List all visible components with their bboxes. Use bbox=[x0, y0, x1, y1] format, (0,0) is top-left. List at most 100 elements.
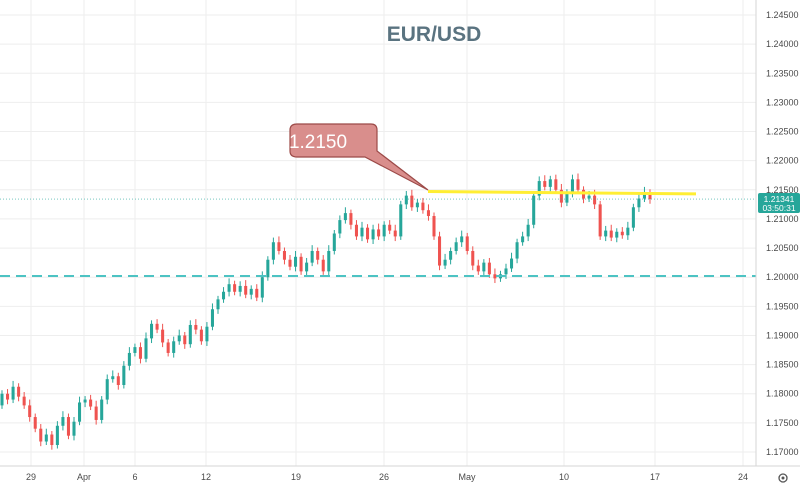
candle-body bbox=[161, 329, 165, 343]
y-tick-label: 1.23500 bbox=[766, 68, 799, 78]
y-tick-label: 1.22000 bbox=[766, 156, 799, 166]
candle-body bbox=[576, 179, 580, 190]
candle-body bbox=[177, 335, 181, 342]
candle-body bbox=[271, 242, 275, 260]
candle-body bbox=[183, 335, 187, 345]
candle-body bbox=[127, 352, 131, 366]
current-price-label: 1.21341 bbox=[764, 194, 795, 204]
x-tick-label: 26 bbox=[379, 472, 389, 482]
candle-body bbox=[626, 227, 630, 236]
candle-body bbox=[399, 204, 403, 237]
candle-body bbox=[515, 242, 519, 259]
candle-body bbox=[216, 299, 220, 310]
y-tick-label: 1.19500 bbox=[766, 301, 799, 311]
candle-body bbox=[476, 265, 480, 272]
candle-body bbox=[11, 386, 15, 400]
candle-body bbox=[6, 393, 10, 400]
candle-body bbox=[338, 220, 342, 234]
level-lines bbox=[0, 190, 756, 278]
candle-body bbox=[266, 259, 270, 278]
candle-body bbox=[28, 405, 32, 418]
candle-body bbox=[116, 376, 120, 385]
grid bbox=[0, 0, 756, 466]
y-tick-label: 1.21500 bbox=[766, 185, 799, 195]
y-tick-label: 1.17500 bbox=[766, 418, 799, 428]
candle-body bbox=[188, 324, 192, 345]
candle-body bbox=[548, 179, 552, 187]
y-tick-label: 1.22500 bbox=[766, 127, 799, 137]
candle-body bbox=[393, 230, 397, 237]
y-tick-label: 1.17000 bbox=[766, 447, 799, 457]
candle-body bbox=[277, 242, 281, 251]
candle-body bbox=[648, 192, 652, 200]
candle-body bbox=[349, 213, 353, 225]
candle-body bbox=[22, 396, 26, 406]
candle-body bbox=[33, 417, 37, 429]
y-tick-label: 1.21000 bbox=[766, 214, 799, 224]
y-tick-label: 1.23000 bbox=[766, 97, 799, 107]
settings-gear-icon[interactable] bbox=[778, 473, 788, 483]
candle-body bbox=[138, 347, 142, 359]
candle-body bbox=[631, 207, 635, 228]
candle-body bbox=[305, 262, 309, 272]
candle-body bbox=[460, 236, 464, 243]
candle-body bbox=[294, 256, 298, 267]
candle-body bbox=[105, 379, 109, 400]
candle-body bbox=[299, 256, 303, 272]
candle-body bbox=[61, 417, 65, 426]
candle-body bbox=[144, 338, 148, 359]
resistance-line[interactable] bbox=[427, 190, 697, 196]
candle-body bbox=[598, 204, 602, 237]
candle-body bbox=[432, 216, 436, 237]
candle-body bbox=[89, 399, 93, 407]
candle-body bbox=[111, 376, 115, 380]
candle-body bbox=[487, 262, 491, 275]
candle-body bbox=[94, 406, 98, 420]
candle-body bbox=[593, 195, 597, 205]
candle-body bbox=[482, 262, 486, 272]
y-tick-label: 1.18000 bbox=[766, 389, 799, 399]
candle-body bbox=[565, 192, 569, 203]
x-tick-label: Apr bbox=[77, 472, 91, 482]
x-tick-label: 10 bbox=[559, 472, 569, 482]
x-tick-label: 29 bbox=[26, 472, 36, 482]
candle-body bbox=[238, 285, 242, 292]
candle-body bbox=[543, 181, 547, 187]
candle-body bbox=[122, 365, 126, 385]
candles bbox=[0, 173, 652, 450]
candle-body bbox=[526, 224, 530, 237]
candle-body bbox=[449, 250, 453, 260]
candle-body bbox=[532, 195, 536, 225]
candle-body bbox=[100, 399, 104, 420]
candle-body bbox=[493, 274, 497, 279]
x-axis[interactable]: 29 Apr 6 12 19 26 May 10 17 24 bbox=[26, 472, 748, 482]
current-price-bg bbox=[758, 193, 800, 213]
x-tick-label: 17 bbox=[650, 472, 660, 482]
candle-body bbox=[205, 326, 209, 342]
candle-body bbox=[465, 236, 469, 251]
y-tick-label: 1.24500 bbox=[766, 10, 799, 20]
candle-body bbox=[282, 250, 286, 260]
candle-body bbox=[388, 224, 392, 231]
candle-body bbox=[421, 202, 425, 211]
y-tick-label: 1.24000 bbox=[766, 39, 799, 49]
candle-body bbox=[321, 259, 325, 272]
candle-body bbox=[620, 231, 624, 236]
x-tick-label: May bbox=[458, 472, 476, 482]
candle-body bbox=[44, 434, 48, 442]
candle-body bbox=[288, 259, 292, 267]
x-tick-label: 12 bbox=[201, 472, 211, 482]
candle-body bbox=[194, 324, 198, 330]
candle-body bbox=[504, 268, 508, 275]
candle-body bbox=[443, 259, 447, 266]
candle-body bbox=[637, 198, 641, 208]
candle-body bbox=[438, 236, 442, 266]
candle-body bbox=[327, 250, 331, 272]
candle-body bbox=[83, 399, 87, 403]
candle-body bbox=[316, 250, 320, 260]
price-callout: 1.2150 bbox=[289, 123, 429, 191]
candle-body bbox=[155, 323, 159, 330]
current-price-tag: 1.21341 03:50:31 bbox=[758, 193, 800, 213]
candle-body bbox=[521, 236, 525, 243]
